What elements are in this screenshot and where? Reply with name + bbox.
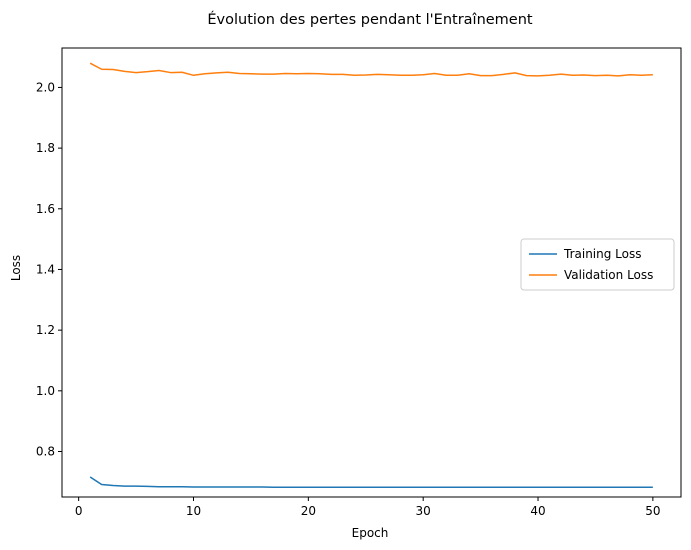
x-tick-label: 20 xyxy=(301,504,316,518)
y-tick-label: 1.8 xyxy=(36,141,55,155)
legend-label: Validation Loss xyxy=(564,268,653,282)
y-tick-label: 1.0 xyxy=(36,384,55,398)
x-axis-title: Epoch xyxy=(352,526,389,540)
x-tick-label: 50 xyxy=(645,504,660,518)
legend: Training Loss Validation Loss xyxy=(520,238,675,291)
y-tick-label: 1.2 xyxy=(36,323,55,337)
legend-box xyxy=(520,238,675,291)
x-tick-label: 40 xyxy=(530,504,545,518)
series-layer xyxy=(89,62,653,489)
x-tick-label: 30 xyxy=(416,504,431,518)
plot-frame xyxy=(61,47,682,498)
series-line-validation-loss xyxy=(89,62,653,77)
y-axis-title: Loss xyxy=(9,255,23,281)
y-tick-label: 1.6 xyxy=(36,202,55,216)
x-tick-label: 10 xyxy=(186,504,201,518)
ticks-layer: 0 10 20 30 40 50 0.8 1.0 1.2 1.4 1.6 1.8 2.0 xyxy=(36,80,661,518)
legend-label: Training Loss xyxy=(563,247,641,261)
x-tick-label: 0 xyxy=(75,504,83,518)
y-tick-label: 0.8 xyxy=(36,444,55,458)
series-line-training-loss xyxy=(89,476,653,489)
y-tick-label: 1.4 xyxy=(36,262,55,276)
y-tick-label: 2.0 xyxy=(36,80,55,94)
chart-title: Évolution des pertes pendant l'Entraînem… xyxy=(207,11,533,28)
